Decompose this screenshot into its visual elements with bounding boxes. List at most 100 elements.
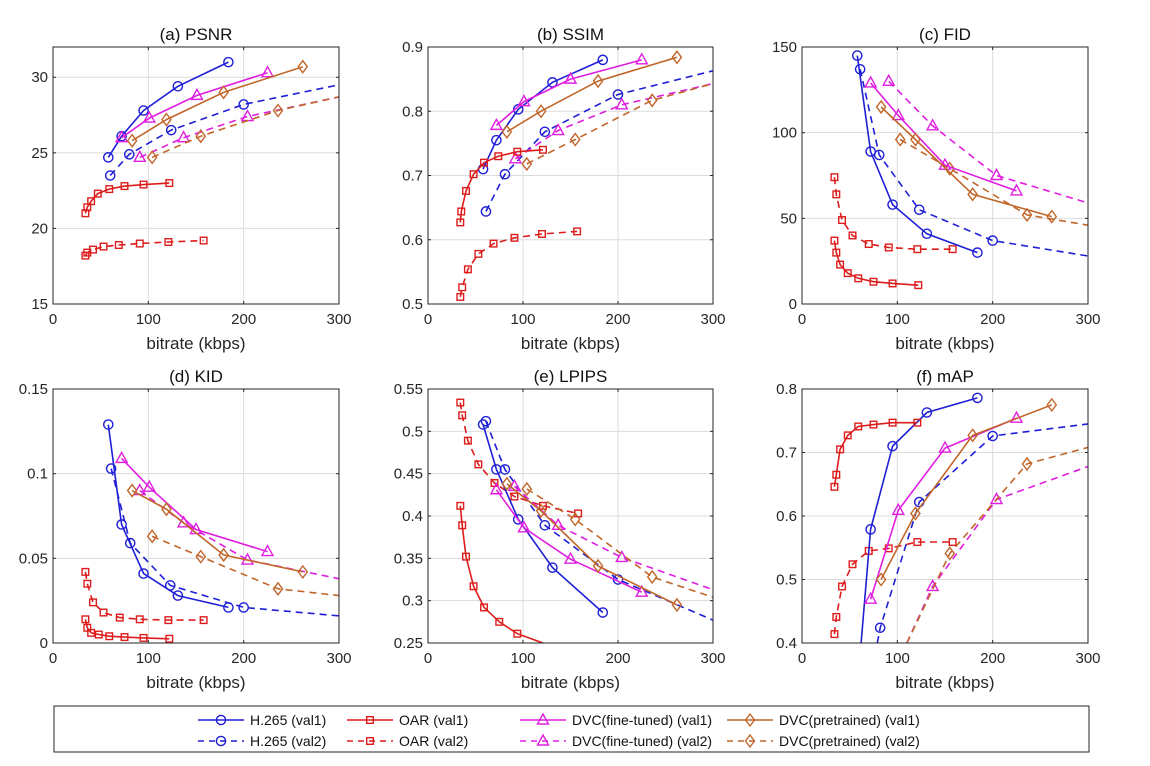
data-point-dvcft_v2 [551,123,565,136]
data-point-h265_v1 [172,81,184,92]
data-point-dvcpt_v1 [501,124,513,139]
data-point-dvcpt_v1 [910,132,921,147]
data-point-oar_v2 [81,567,90,576]
series-line-h265_v2 [110,468,339,617]
series-group [81,419,339,643]
x-tick-label: 100 [885,650,910,667]
data-point-h265_v2 [539,126,551,138]
y-tick-label: 0 [40,635,48,652]
y-tick-label: 0.9 [402,39,423,56]
data-point-dvcpt_v2 [195,549,207,564]
legend-box [53,705,1090,753]
data-point-dvcft_v1 [114,450,129,464]
data-point-dvcpt_v2 [272,581,284,596]
data-point-dvcpt_v2 [195,129,207,144]
legend-marker-square-icon [366,737,375,746]
data-point-oar_v1 [120,633,129,642]
data-point-h265_v1 [223,602,234,613]
series-line-oar_v2 [459,402,579,515]
data-point-h265_v2 [612,89,624,100]
legend-label: H.265 (val1) [250,712,326,728]
y-tick-label: 20 [31,220,48,237]
data-point-oar_v2 [830,630,839,639]
data-point-oar_v2 [913,245,922,254]
data-point-h265_v1 [851,50,863,61]
data-point-dvcpt_v1 [875,572,887,587]
data-point-oar_v2 [458,283,467,292]
y-tick-label: 150 [772,39,797,56]
series-group [456,398,713,643]
data-point-oar_v2 [913,538,922,547]
x-tick-label: 300 [1075,650,1100,667]
series-line-oar_v2 [833,541,953,635]
data-point-oar_v1 [836,260,845,269]
x-tick-label: 200 [980,311,1005,328]
data-point-oar_v1 [513,147,522,156]
y-tick-label: 0.4 [402,508,423,525]
data-point-oar_v1 [869,277,878,286]
data-point-dvcft_v1 [863,75,878,88]
axes-frame [801,46,1089,305]
data-point-oar_v1 [139,633,148,642]
y-tick-label: 15 [31,296,48,313]
series-line-h265_v2 [876,423,1088,643]
series-line-dvcft_v1 [121,71,268,139]
legend-item-h265_v2: H.265 (val2) [198,733,326,749]
data-point-oar_v1 [495,617,504,626]
data-point-oar_v1 [94,630,103,639]
series-line-h265_v2 [109,84,339,177]
axes-frame [52,46,340,305]
data-point-oar_v2 [463,436,472,445]
series-group [456,50,713,301]
data-point-dvcft_v1 [635,52,649,65]
data-point-dvcpt_v2 [944,546,956,561]
data-point-h265_v1 [102,419,114,430]
x-axis-label: bitrate (kbps) [895,673,994,692]
data-point-oar_v1 [81,615,90,624]
data-point-dvcpt_v1 [592,73,604,89]
data-point-dvcft_v1 [142,110,156,123]
data-point-h265_v1 [477,419,489,430]
data-point-dvcft_v1 [891,502,905,515]
data-point-oar_v2 [114,241,123,250]
data-point-dvcpt_v1 [126,133,138,148]
data-point-oar_v2 [456,398,465,407]
series-line-dvcpt_v2 [906,446,1088,643]
data-point-oar_v2 [199,236,208,245]
y-tick-label: 0.7 [402,168,423,185]
series-line-oar_v2 [459,230,578,298]
subplot-title: (d) KID [169,367,223,386]
series-line-dvcft_v1 [121,457,268,553]
series-line-dvcft_v2 [906,465,1088,643]
data-point-dvcft_v2 [176,130,191,143]
data-point-dvcft_v1 [1009,183,1024,196]
x-axis-label: bitrate (kbps) [146,334,245,353]
series-group [830,392,1088,643]
y-tick-label: 0.5 [776,572,797,589]
data-point-dvcpt_v1 [671,50,683,65]
data-point-oar_v1 [93,189,102,198]
data-point-dvcpt_v2 [646,569,658,585]
y-tick-label: 0.8 [776,381,797,398]
data-point-dvcpt_v2 [272,103,284,118]
data-point-dvcpt_v1 [297,59,309,74]
y-tick-label: 0.7 [776,445,797,462]
series-group [81,56,339,260]
y-tick-label: 0.05 [19,550,48,567]
x-tick-label: 100 [136,650,161,667]
y-tick-label: 0.3 [402,593,423,610]
data-point-oar_v1 [843,431,852,440]
data-point-dvcpt_v2 [569,132,581,147]
x-tick-label: 0 [424,650,432,667]
data-point-oar_v1 [513,629,522,638]
series-line-dvcpt_v1 [880,106,1053,218]
data-point-oar_v2 [538,229,547,238]
data-point-oar_v1 [139,180,148,189]
series-line-dvcpt_v1 [131,65,304,142]
data-point-oar_v2 [89,598,98,607]
data-point-dvcpt_v1 [535,104,547,119]
data-point-dvcpt_v2 [146,529,158,544]
legend-item-dvcpt_v2: DVC(pretrained) (val2) [727,733,920,749]
data-point-oar_v2 [135,615,144,624]
data-point-oar_v1 [165,634,174,643]
